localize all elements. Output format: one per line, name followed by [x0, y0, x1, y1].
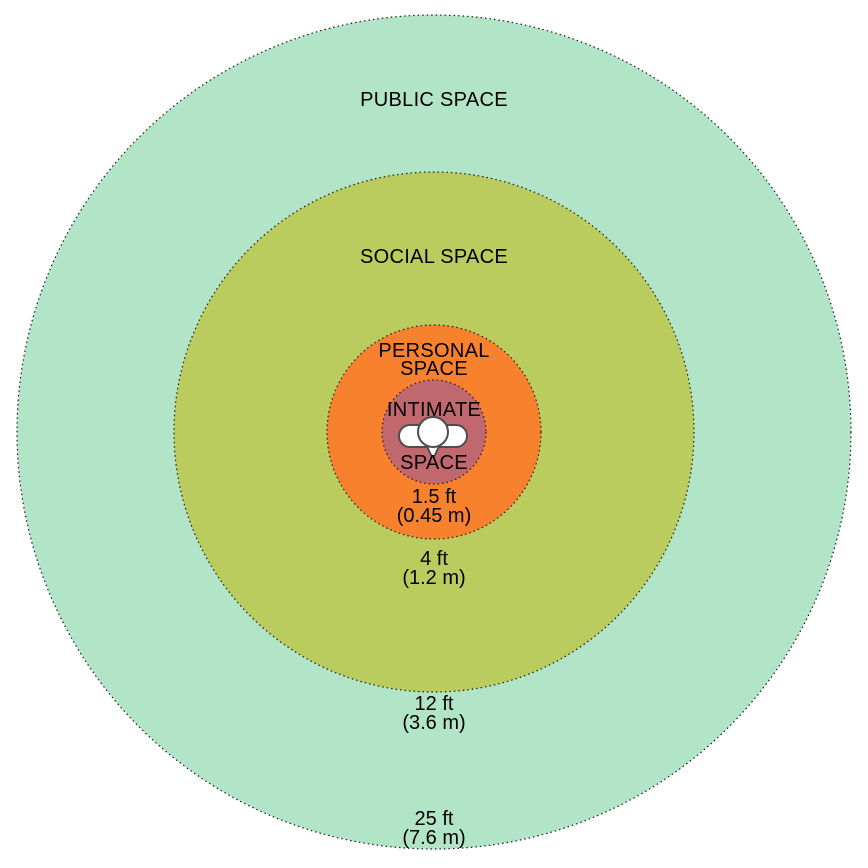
zone-label-public: PUBLIC SPACE [360, 89, 508, 111]
zone-label-intimate-line2: SPACE [400, 452, 468, 474]
zone-label-personal-line1: PERSONAL [378, 340, 490, 362]
distance-m: (0.45 m) [396, 505, 472, 527]
distance-m: (1.2 m) [402, 567, 466, 589]
distance-label-intimate: 1.5 ft (0.45 m) [396, 486, 472, 527]
distance-ft: 12 ft [414, 693, 454, 715]
person-top-view-icon [398, 416, 468, 458]
distance-ft: 4 ft [420, 548, 448, 570]
distance-ft: 1.5 ft [411, 486, 457, 508]
distance-ft: 25 ft [414, 808, 454, 830]
zone-label-personal: PERSONAL SPACE [378, 340, 490, 380]
zone-label-social: SOCIAL SPACE [359, 246, 509, 268]
zone-label-personal-line2: SPACE [400, 358, 468, 380]
distance-label-personal: 4 ft (1.2 m) [402, 548, 466, 589]
distance-label-social: 12 ft (3.6 m) [402, 693, 466, 734]
distance-m: (3.6 m) [402, 712, 466, 734]
distance-label-public: 25 ft (7.6 m) [402, 808, 466, 849]
distance-m: (7.6 m) [402, 827, 466, 849]
person-head [417, 416, 449, 448]
zone-label-intimate-line1: INTIMATE [386, 399, 482, 421]
